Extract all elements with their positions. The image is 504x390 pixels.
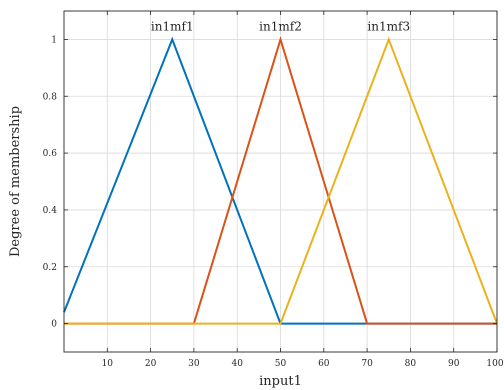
y-tick-label: 0.6 (43, 149, 58, 159)
x-tick-label: 90 (448, 359, 460, 369)
y-tick-label: 0.8 (43, 92, 58, 102)
x-tick-label: 100 (486, 359, 503, 369)
plot-frame (63, 10, 498, 353)
x-tick-label: 20 (145, 359, 157, 369)
series-label-in1mf3: in1mf3 (367, 19, 410, 33)
x-tick-label: 10 (102, 359, 114, 369)
tick-layer: 10 20 30 40 50 60 70 80 90 100 0 0.2 0.4 0.6 0.8 1 (43, 11, 504, 369)
series-layer (63, 35, 498, 325)
y-tick-label: 0 (51, 320, 57, 330)
x-axis-label: input1 (259, 374, 302, 389)
y-tick-label: 1 (51, 35, 57, 45)
x-tick-label: 40 (231, 359, 243, 369)
y-tick-label: 0.4 (43, 206, 58, 216)
x-tick-label: 60 (318, 359, 330, 369)
series-label-in1mf2: in1mf2 (259, 19, 302, 33)
series-label-in1mf1: in1mf1 (151, 19, 194, 33)
x-tick-label: 80 (405, 359, 417, 369)
y-axis-label: Degree of membership (8, 106, 23, 257)
series-line-in1mf3 (64, 36, 498, 325)
y-tick-label: 0.2 (43, 263, 57, 273)
x-tick-label: 70 (361, 359, 373, 369)
mf-label-layer: in1mf1 in1mf2 in1mf3 (151, 19, 410, 33)
x-tick-label: 30 (188, 359, 200, 369)
x-tick-label: 50 (275, 359, 287, 369)
